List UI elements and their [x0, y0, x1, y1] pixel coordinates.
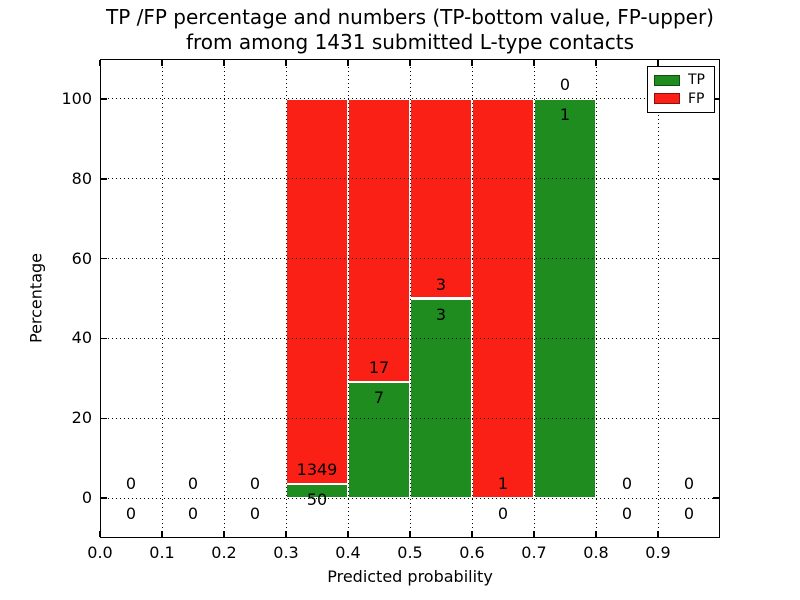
bar-segment-fp: [348, 98, 410, 382]
x-tick-top: [657, 60, 659, 66]
bar-segment-tp: [410, 298, 472, 499]
x-tick-label: 0.3: [273, 543, 299, 562]
x-tick-bottom: [409, 531, 411, 537]
bar-label-fp: 0: [249, 474, 261, 494]
y-tick-left: [101, 497, 107, 499]
bar-label-fp: 1349: [296, 459, 338, 479]
legend: TP FP: [647, 66, 715, 113]
x-tick-bottom: [285, 531, 287, 537]
y-tick-left: [101, 178, 107, 180]
chart-title-line2: from among 1431 submitted L-type contact…: [185, 30, 635, 54]
y-tick-right: [713, 178, 719, 180]
fp-color-swatch: [654, 93, 680, 105]
v-gridline: [533, 59, 535, 538]
x-tick-label: 0.8: [583, 543, 609, 562]
y-tick-label: 60: [71, 248, 92, 268]
bar-label-tp: 0: [249, 504, 261, 524]
y-tick-label: 100: [61, 88, 92, 108]
x-tick-label: 0.5: [397, 543, 423, 562]
y-tick-left: [101, 257, 107, 260]
x-tick-top: [409, 60, 411, 66]
bar-segment-tp: [534, 98, 596, 499]
x-tick-bottom: [471, 531, 473, 537]
x-tick-bottom: [161, 531, 163, 537]
x-tick-label: 0.2: [211, 543, 237, 562]
y-tick-right: [713, 417, 719, 419]
v-gridline: [161, 59, 163, 538]
bar-label-tp: 50: [306, 489, 328, 509]
x-tick-top: [285, 60, 287, 66]
x-axis-label: Predicted probability: [327, 567, 493, 586]
x-tick-label: 0.1: [149, 543, 175, 562]
bar-segment-fp: [472, 98, 534, 499]
chart-title: TP /FP percentage and numbers (TP-bottom…: [100, 5, 720, 55]
legend-label-fp: FP: [688, 90, 705, 107]
y-tick-right: [713, 497, 719, 499]
y-tick-label: 20: [71, 408, 92, 428]
v-gridline: [409, 59, 411, 538]
x-tick-label: 0.7: [521, 543, 547, 562]
v-gridline: [223, 59, 225, 538]
y-tick-label: 80: [71, 168, 92, 188]
x-tick-top: [471, 60, 473, 66]
bar-label-tp: 7: [373, 387, 385, 407]
x-tick-bottom: [533, 531, 535, 537]
x-tick-label: 0.6: [459, 543, 485, 562]
bar-label-tp: 1: [559, 104, 571, 124]
bar-label-tp: 0: [187, 504, 199, 524]
x-tick-top: [347, 60, 349, 66]
bar-label-tp: 0: [125, 504, 137, 524]
tp-color-swatch: [654, 74, 680, 86]
y-tick-left: [101, 417, 107, 419]
v-gridline: [471, 59, 473, 538]
x-tick-top: [99, 60, 101, 66]
x-tick-top: [161, 60, 163, 66]
chart-title-line1: TP /FP percentage and numbers (TP-bottom…: [106, 5, 714, 29]
bar-label-fp: 0: [125, 474, 137, 494]
y-tick-right: [713, 337, 719, 340]
bar-label-fp: 0: [187, 474, 199, 494]
x-tick-top: [533, 60, 535, 66]
x-tick-top: [223, 60, 225, 66]
y-tick-left: [101, 98, 107, 100]
bar-label-fp: 17: [368, 357, 390, 377]
y-tick-right: [713, 257, 719, 260]
bar-segment-tp: [348, 381, 410, 499]
bar-label-tp: 0: [683, 504, 695, 524]
x-tick-bottom: [347, 531, 349, 537]
y-tick-right: [713, 98, 719, 100]
legend-label-tp: TP: [688, 72, 705, 89]
bar-label-fp: 0: [559, 74, 571, 94]
legend-entry-tp: TP: [654, 73, 708, 87]
bar-label-fp: 1: [497, 474, 509, 494]
x-tick-top: [595, 60, 597, 66]
v-gridline: [657, 59, 659, 538]
y-tick-label: 0: [81, 488, 92, 508]
v-gridline: [347, 59, 349, 538]
x-tick-bottom: [99, 531, 101, 537]
legend-entry-fp: FP: [654, 92, 708, 106]
bar-label-fp: 3: [435, 274, 447, 294]
y-tick-label: 40: [71, 328, 92, 348]
x-tick-bottom: [223, 531, 225, 537]
bar-label-fp: 0: [621, 474, 633, 494]
x-tick-label: 0.9: [645, 543, 671, 562]
bar-label-tp: 3: [435, 304, 447, 324]
bar-label-tp: 0: [497, 504, 509, 524]
v-gridline: [285, 59, 287, 538]
bar-label-tp: 0: [621, 504, 633, 524]
bar-segment-fp: [286, 98, 348, 484]
x-tick-label: 0.0: [87, 543, 113, 562]
x-tick-bottom: [595, 531, 597, 537]
bar-label-fp: 0: [683, 474, 695, 494]
bar-segment-fp: [410, 98, 472, 299]
y-tick-left: [101, 337, 107, 340]
x-tick-bottom: [657, 531, 659, 537]
x-tick-label: 0.4: [335, 543, 361, 562]
v-gridline: [595, 59, 597, 538]
